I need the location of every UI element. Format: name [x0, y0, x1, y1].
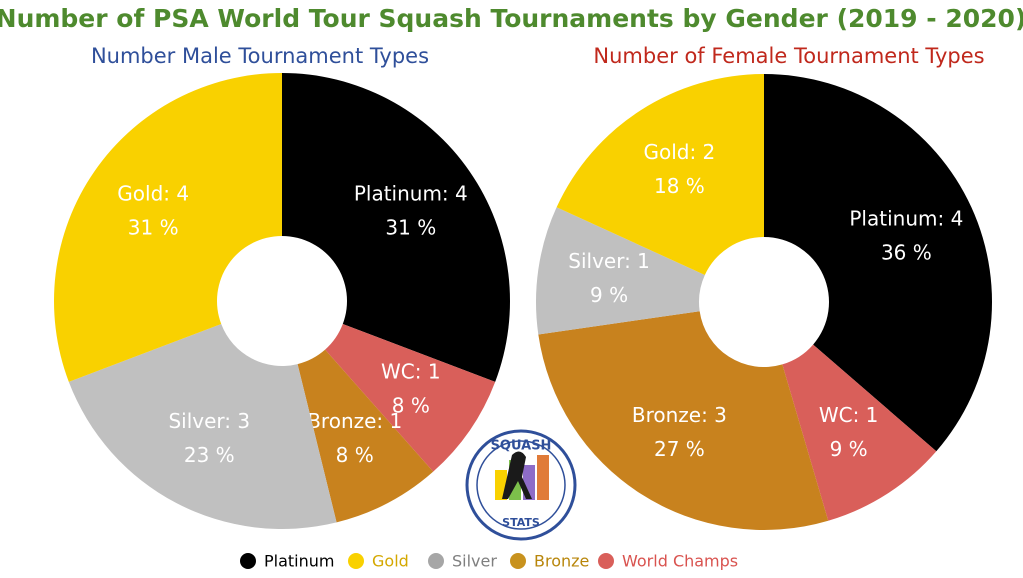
- page-title: Number of PSA World Tour Squash Tourname…: [0, 4, 1023, 33]
- donut-slice: [536, 207, 705, 335]
- slice-label: WC: 1: [381, 359, 441, 383]
- logo-inner-ring: [476, 440, 566, 530]
- slice-percent: 8 %: [336, 443, 374, 467]
- donut-slice: [282, 73, 510, 382]
- legend-label: World Champs: [622, 552, 738, 571]
- legend-swatch: [348, 553, 364, 569]
- slice-label: Bronze: 1: [307, 409, 402, 433]
- donut-slice: [325, 324, 496, 472]
- logo-bar: [537, 455, 549, 500]
- legend-label: Silver: [452, 552, 497, 571]
- slice-percent: 31 %: [385, 216, 436, 240]
- slice-label: Bronze: 3: [632, 403, 727, 427]
- slice-label: Platinum: 4: [849, 206, 963, 230]
- slice-percent: 23 %: [184, 443, 235, 467]
- slice-label: Gold: 4: [117, 182, 189, 206]
- legend-label: Platinum: [264, 552, 334, 571]
- slice-label: Platinum: 4: [354, 182, 468, 206]
- logo: SQUASH STATS: [465, 429, 577, 541]
- legend-swatch: [240, 553, 256, 569]
- slice-percent: 9 %: [590, 283, 628, 307]
- slice-percent: 18 %: [654, 174, 705, 198]
- slice-percent: 8 %: [392, 393, 430, 417]
- slice-percent: 36 %: [881, 240, 932, 264]
- slice-percent: 27 %: [654, 437, 705, 461]
- slice-label: Gold: 2: [643, 140, 715, 164]
- slice-label: Silver: 3: [168, 409, 250, 433]
- logo-bottom: STATS: [502, 516, 540, 529]
- donut-slice: [556, 74, 764, 275]
- legend-swatch: [428, 553, 444, 569]
- legend-swatch: [510, 553, 526, 569]
- legend-swatch: [598, 553, 614, 569]
- chart-subtitle: Number Male Tournament Types: [91, 44, 429, 68]
- logo-player: [502, 451, 532, 499]
- donut-slice: [764, 74, 993, 452]
- slice-percent: 9 %: [830, 437, 868, 461]
- slice-label: Silver: 1: [568, 249, 650, 273]
- chart-subtitle: Number of Female Tournament Types: [593, 44, 984, 68]
- logo-top: SQUASH: [491, 439, 552, 454]
- legend-label: Bronze: [534, 552, 589, 571]
- slice-label: WC: 1: [819, 403, 879, 427]
- slice-percent: 31 %: [128, 216, 179, 240]
- donut-slice: [538, 311, 829, 530]
- legend-label: Gold: [372, 552, 409, 571]
- donut-slice: [297, 349, 434, 523]
- donut-slice: [68, 324, 337, 529]
- donut-slice: [53, 73, 282, 382]
- donut-slice: [782, 344, 937, 521]
